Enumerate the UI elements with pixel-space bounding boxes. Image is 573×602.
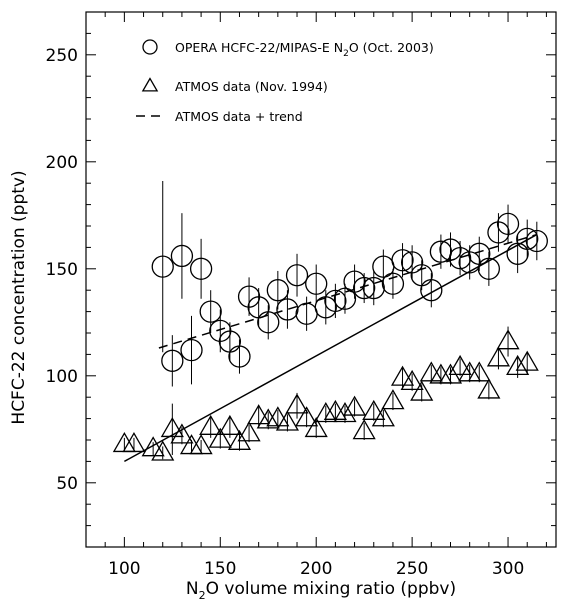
opera-point	[448, 246, 472, 270]
opera-point	[305, 272, 328, 295]
opera-point	[487, 221, 510, 244]
legend-circle-icon	[142, 39, 158, 55]
opera-point	[353, 276, 376, 300]
plot-frame	[85, 11, 557, 548]
opera-point	[228, 345, 251, 368]
y-axis-label: HCFC-22 concentration (pptv)	[9, 170, 29, 424]
atmos-point	[352, 419, 376, 440]
x-tick-label: 200	[300, 559, 332, 579]
atmos-point	[400, 369, 424, 391]
atmos-point	[371, 406, 395, 427]
opera-point	[170, 244, 194, 268]
y-tick-label: 50	[56, 474, 78, 494]
atmos-point	[199, 414, 223, 435]
opera-point	[525, 229, 548, 253]
atmos-point	[410, 380, 434, 401]
y-tick-label: 150	[46, 260, 78, 280]
atmos-point	[342, 395, 367, 416]
opera-point	[161, 349, 184, 372]
y-tick-label: 100	[46, 367, 78, 387]
opera-point	[189, 257, 213, 280]
atmos-point	[122, 431, 146, 453]
opera-point	[324, 289, 347, 313]
opera-point	[151, 255, 174, 278]
atmos-point	[170, 423, 194, 444]
atmos-point	[141, 436, 165, 457]
legend-label-trend: ATMOS data + trend	[175, 109, 303, 124]
atmos-point	[218, 414, 242, 435]
atmos-point	[486, 346, 511, 367]
atmos-point	[362, 399, 386, 420]
x-tick-label: 250	[396, 559, 428, 579]
opera-point	[180, 338, 203, 362]
atmos-point	[304, 416, 328, 438]
atmos-point	[160, 416, 184, 438]
opera-point	[477, 257, 501, 280]
opera-point	[439, 238, 462, 261]
atmos-point	[515, 350, 539, 371]
y-tick-label: 250	[46, 46, 78, 66]
y-tick-label: 200	[46, 153, 78, 173]
opera-point	[381, 272, 405, 295]
plot-data-layer	[112, 181, 548, 463]
legend-label-atmos: ATMOS data (Nov. 1994)	[175, 79, 328, 94]
fit-solid-line	[124, 233, 538, 463]
legend-label-opera: OPERA HCFC-22/MIPAS-E N2O (Oct. 2003)	[175, 40, 434, 59]
atmos-point	[496, 329, 520, 350]
axes-layer: 100 150 200 250 300 50 100 150 200 250	[46, 12, 556, 579]
legend-triangle-icon	[141, 77, 159, 92]
opera-point	[333, 287, 357, 310]
atmos-point	[314, 402, 338, 423]
atmos-point	[285, 393, 309, 414]
atmos-point	[506, 354, 530, 376]
opera-point	[391, 249, 414, 272]
atmos-point	[256, 408, 280, 429]
opera-point	[420, 279, 443, 302]
atmos-point	[333, 402, 357, 423]
opera-point	[276, 298, 299, 321]
x-axis-label: N2O volume mixing ratio (ppbv)	[186, 579, 456, 602]
opera-point	[257, 311, 280, 334]
atmos-point	[189, 434, 213, 455]
atmos-point	[295, 406, 319, 427]
atmos-point	[275, 410, 300, 431]
atmos-point	[247, 404, 271, 425]
atmos-point	[266, 406, 290, 427]
atmos-point	[381, 389, 405, 410]
opera-point	[285, 264, 309, 287]
atmos-point	[477, 378, 501, 399]
atmos-point	[151, 440, 175, 461]
atmos-point	[237, 421, 261, 442]
opera-point	[516, 227, 539, 250]
atmos-point	[467, 361, 491, 382]
x-tick-label: 300	[492, 559, 524, 579]
legend: OPERA HCFC-22/MIPAS-E N2O (Oct. 2003) ATM…	[136, 39, 434, 124]
x-tick-label: 150	[204, 559, 236, 579]
atmos-point	[448, 354, 472, 376]
opera-point	[199, 300, 222, 323]
opera-point	[266, 279, 289, 302]
opera-point	[496, 212, 520, 236]
x-tick-label: 100	[108, 559, 140, 579]
trend-dashed-line	[158, 233, 538, 349]
atmos-point	[390, 365, 415, 386]
atmos-point	[208, 427, 232, 448]
opera-point	[362, 276, 385, 300]
